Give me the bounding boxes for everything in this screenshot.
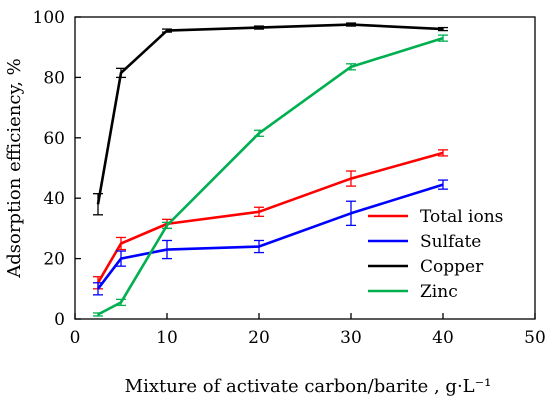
legend-item-zinc: Zinc [368, 282, 458, 302]
x-axis-title: Mixture of activate carbon/barite , g·L⁻… [125, 376, 492, 397]
series-line-zinc [97, 36, 444, 316]
series-line-copper [96, 23, 444, 205]
y-tick-label: 20 [43, 250, 65, 270]
y-tick-label: 0 [54, 310, 65, 330]
x-tick-label: 10 [156, 328, 178, 348]
y-axis-title: Adsorption efficiency, % [4, 58, 25, 279]
y-tick-label: 60 [43, 129, 65, 149]
x-tick-label: 50 [524, 328, 546, 348]
series-sulfate [93, 179, 448, 296]
x-tick-label: 30 [340, 328, 362, 348]
y-tick-label: 40 [43, 189, 65, 209]
axes: 0 10 20 30 40 50 0 20 40 60 80 100 [33, 8, 546, 348]
plot-frame [74, 16, 536, 320]
x-tick-label: 40 [432, 328, 454, 348]
legend-label: Total ions [420, 207, 503, 227]
y-tick-label: 100 [33, 8, 65, 28]
series-total-ions [93, 149, 448, 290]
x-tick-label: 20 [248, 328, 270, 348]
legend-item-copper: Copper [368, 257, 484, 277]
legend-item-total-ions: Total ions [368, 207, 503, 227]
x-tick-label: 0 [70, 328, 81, 348]
series-copper [93, 22, 448, 216]
legend-label: Zinc [420, 282, 458, 302]
plot-area [93, 22, 448, 317]
series-line-total-ions [96, 151, 444, 284]
legend: Total ions Sulfate Copper Zinc [368, 207, 503, 302]
legend-label: Copper [420, 257, 484, 277]
y-tick-label: 80 [43, 68, 65, 88]
legend-item-sulfate: Sulfate [368, 232, 481, 252]
series-line-sulfate [96, 183, 444, 290]
series-zinc [93, 34, 448, 317]
legend-label: Sulfate [420, 232, 481, 252]
